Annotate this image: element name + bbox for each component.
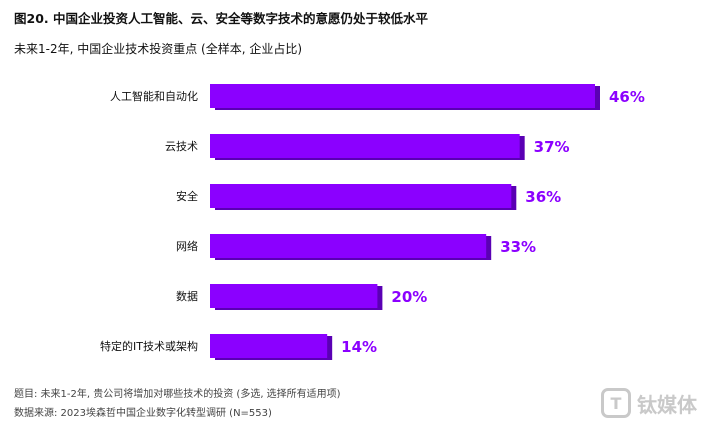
value-label: 37% xyxy=(534,138,570,156)
footnote-source: 数据来源: 2023埃森哲中国企业数字化转型调研 (N=553) xyxy=(14,408,272,419)
footnote-question: 题目: 未来1-2年, 贵公司将增加对哪些技术的投资 (多选, 选择所有适用项) xyxy=(14,389,341,400)
watermark: T 钛媒体 xyxy=(601,388,697,418)
bar xyxy=(210,334,328,358)
value-label: 20% xyxy=(391,288,427,306)
chart-title: 图20. 中国企业投资人工智能、云、安全等数字技术的意愿仍处于较低水平 xyxy=(14,11,428,26)
bar xyxy=(210,184,512,208)
category-label: 人工智能和自动化 xyxy=(110,89,198,103)
bar xyxy=(210,134,520,158)
category-label: 云技术 xyxy=(165,140,198,153)
category-label: 特定的IT技术或架构 xyxy=(100,339,198,353)
bar xyxy=(210,234,487,258)
category-label: 安全 xyxy=(176,189,198,203)
chart-subtitle: 未来1-2年, 中国企业技术投资重点 (全样本, 企业占比) xyxy=(14,42,303,56)
value-label: 46% xyxy=(609,88,645,106)
watermark-text: 钛媒体 xyxy=(637,392,697,417)
value-label: 14% xyxy=(341,338,377,356)
value-label: 33% xyxy=(500,238,536,256)
tmtpost-logo-icon: T xyxy=(601,388,631,418)
value-label: 36% xyxy=(525,188,561,206)
bar xyxy=(210,284,378,308)
bar-chart: 人工智能和自动化 46% 云技术 37% 安全 36% 网络 33% 数据 20% 特定的IT技术或… xyxy=(100,84,645,360)
category-label: 数据 xyxy=(176,289,198,303)
category-label: 网络 xyxy=(176,239,198,253)
bar xyxy=(210,84,595,108)
